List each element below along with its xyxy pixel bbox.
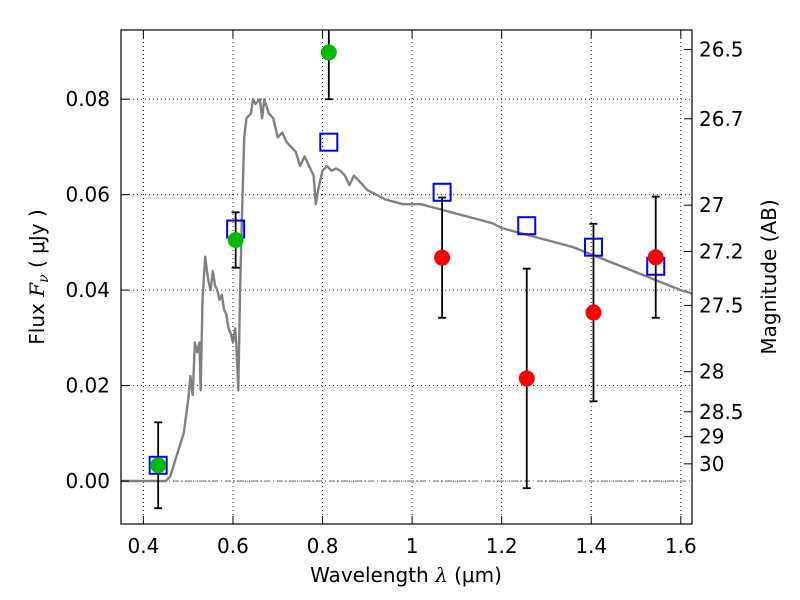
red-flux-point xyxy=(434,249,451,266)
y2-tick-label: 27.5 xyxy=(699,293,744,317)
y2-axis-ticks: 26.5 26.7 27 27.2 27.5 28 28.529 30 xyxy=(684,38,744,476)
y2-tick-label: 29 xyxy=(699,425,724,449)
synthetic-flux-square xyxy=(517,216,537,236)
green-flux-point xyxy=(320,44,337,61)
synthetic-flux-square xyxy=(319,132,339,152)
y2-tick-label: 27.2 xyxy=(699,239,744,263)
x-tick-label: 0.6 xyxy=(217,534,249,558)
plot-background xyxy=(121,30,692,524)
y2-tick-label: 30 xyxy=(699,452,724,476)
y-tick-label: 0.06 xyxy=(65,183,110,207)
x-tick-label: 1 xyxy=(406,534,419,558)
y2-tick-label: 26.5 xyxy=(699,38,744,62)
y-tick-label: 0.00 xyxy=(65,469,110,493)
y-tick-label: 0.04 xyxy=(65,278,110,302)
y-axis-title: Flux Fν ( μJy ) xyxy=(25,209,52,344)
x-tick-label: 1.4 xyxy=(575,534,607,558)
series xyxy=(121,30,692,510)
y2-tick-label: 26.7 xyxy=(699,107,744,131)
red-flux-point xyxy=(647,249,664,266)
y-axis-ticks: 0.00 0.02 0.04 0.06 0.08 xyxy=(65,87,129,493)
x-tick-label: 0.4 xyxy=(127,534,159,558)
x-axis-title: Wavelength λ (μm) xyxy=(310,563,502,587)
red-flux-point xyxy=(518,370,535,387)
green-flux-point xyxy=(150,457,167,474)
x-tick-label: 1.6 xyxy=(665,534,697,558)
y2-tick-label: 28.5 xyxy=(699,400,744,424)
x-tick-label: 1.2 xyxy=(486,534,518,558)
green-flux-point xyxy=(227,232,244,249)
model-spectrum-line xyxy=(121,98,692,483)
y2-tick-label: 27 xyxy=(699,193,724,217)
x-tick-label: 0.8 xyxy=(307,534,339,558)
y-tick-label: 0.02 xyxy=(65,374,110,398)
y2-axis-title: Magnitude (AB) xyxy=(757,199,781,354)
x-axis-ticks: 0.4 0.6 0.8 1 1.2 1.4 1.6 xyxy=(127,30,697,558)
y-tick-label: 0.08 xyxy=(65,87,110,111)
red-flux-point xyxy=(585,304,602,321)
plot-frame xyxy=(120,29,693,525)
y2-tick-label: 28 xyxy=(699,360,724,384)
